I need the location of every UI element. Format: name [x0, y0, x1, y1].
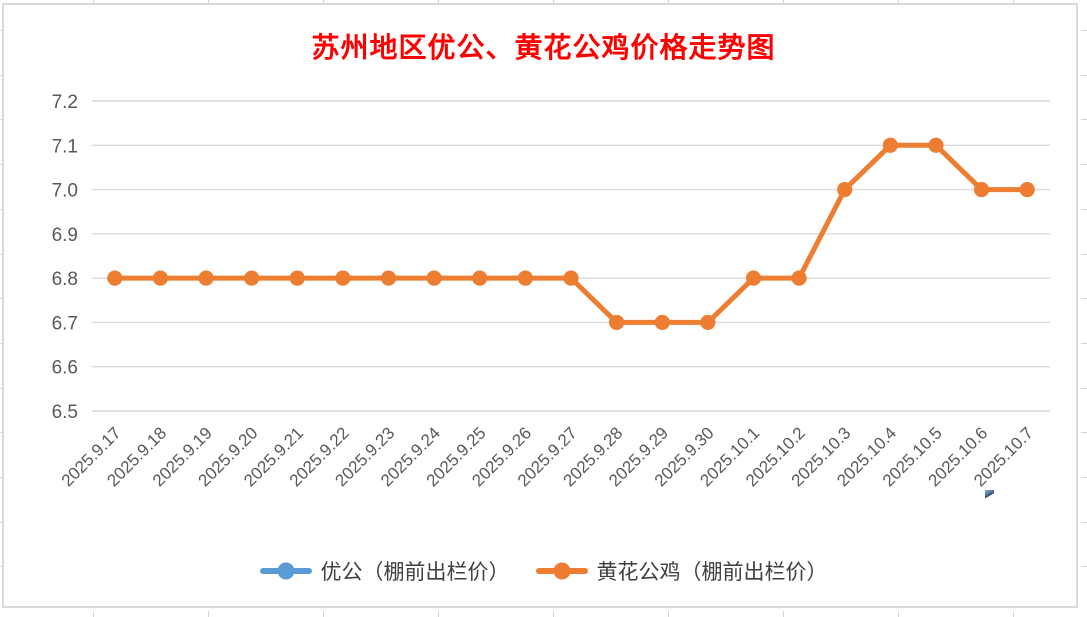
sheet-gridline-stub	[1081, 30, 1087, 31]
data-point-marker	[654, 314, 670, 331]
data-point-marker	[244, 270, 260, 286]
sheet-gridline-stub	[0, 208, 2, 210]
sheet-gridline-stub	[0, 387, 2, 389]
data-point-marker	[973, 181, 990, 198]
data-point-marker	[791, 270, 807, 286]
y-tick-label: 7.2	[52, 92, 78, 113]
sheet-gridline-stub	[1081, 432, 1087, 434]
sheet-gridline-stub	[0, 119, 2, 121]
sheet-gridline-stub	[553, 0, 554, 3]
sheet-gridline-stub	[438, 0, 439, 3]
data-point-marker	[563, 270, 579, 286]
sheet-gridline-stub	[1081, 164, 1087, 166]
sheet-gridline-stub	[208, 611, 209, 617]
sheet-gridline-stub	[1081, 566, 1087, 568]
sheet-gridline-stub	[1081, 74, 1087, 76]
y-tick-label: 6.8	[52, 269, 78, 290]
sheet-gridline-stub	[668, 611, 669, 617]
sheet-gridline-stub	[1081, 477, 1087, 478]
chart-frame[interactable]	[2, 3, 1078, 608]
data-point-marker	[1019, 181, 1035, 198]
y-tick-label: 7.0	[52, 181, 78, 202]
sheet-gridline-stub	[0, 30, 2, 31]
sheet-gridline-stub	[0, 566, 2, 568]
data-point-marker	[289, 270, 305, 286]
data-point-marker	[198, 270, 214, 286]
data-point-marker	[700, 314, 716, 331]
sheet-gridline-stub	[1081, 119, 1087, 121]
sheet-gridline-stub	[208, 0, 209, 3]
chart-title: 苏州地区优公、黄花公鸡价格走势图	[311, 33, 776, 64]
sheet-gridline-stub	[0, 74, 2, 76]
legend-item-yougong[interactable]: 优公（棚前出栏价）	[259, 556, 510, 586]
sheet-gridline-stub	[1081, 298, 1087, 300]
data-point-marker	[745, 270, 762, 286]
sheet-gridline-stub	[0, 342, 2, 344]
sheet-gridline-stub	[0, 432, 2, 434]
sheet-gridline-stub	[553, 611, 554, 617]
y-tick-label: 6.5	[52, 402, 78, 423]
data-point-marker	[472, 270, 488, 286]
legend-dot-icon	[277, 562, 294, 580]
sheet-gridline-stub	[1081, 521, 1087, 523]
data-point-marker	[928, 137, 944, 153]
y-tick-label: 6.6	[52, 358, 78, 379]
sheet-gridline-stub	[898, 0, 899, 3]
legend-label: 黄花公鸡（棚前出栏价）	[596, 560, 828, 584]
sheet-gridline-stub	[1081, 342, 1087, 344]
sheet-gridline-stub	[668, 0, 669, 3]
data-point-marker	[609, 314, 625, 331]
data-point-marker	[107, 270, 123, 286]
legend-line-marker-icon	[535, 562, 588, 580]
chart-legend: 优公（棚前出栏价） 黄花公鸡（棚前出栏价）	[0, 551, 1087, 591]
y-tick-label: 6.9	[52, 225, 78, 246]
data-point-marker	[380, 270, 397, 286]
sheet-gridline-stub	[1013, 0, 1014, 3]
sheet-gridline-stub	[438, 611, 439, 617]
data-point-marker	[152, 270, 169, 286]
sheet-gridline-stub	[898, 611, 899, 617]
sheet-gridline-stub	[0, 477, 2, 478]
sheet-gridline-stub	[0, 298, 2, 300]
data-point-marker	[882, 137, 898, 153]
legend-label: 优公（棚前出栏价）	[320, 560, 510, 584]
data-point-marker	[426, 270, 442, 286]
y-tick-label: 7.1	[52, 136, 78, 157]
sheet-gridline-stub	[1013, 611, 1014, 617]
sheet-gridline-stub	[1081, 253, 1087, 255]
data-point-marker	[517, 270, 533, 286]
sheet-gridline-stub	[1081, 387, 1087, 389]
sheet-gridline-stub	[323, 611, 324, 617]
data-point-marker	[837, 181, 853, 198]
data-point-marker	[335, 270, 351, 286]
legend-line-marker-icon	[259, 562, 312, 580]
legend-item-huanghua[interactable]: 黄花公鸡（棚前出栏价）	[535, 556, 828, 586]
sheet-gridline-stub	[93, 611, 94, 617]
sheet-gridline-stub	[0, 253, 2, 255]
sheet-gridline-stub	[93, 0, 94, 3]
sheet-gridline-stub	[783, 0, 784, 3]
sheet-gridline-stub	[323, 0, 324, 3]
sheet-gridline-stub	[0, 521, 2, 523]
sheet-gridline-stub	[783, 611, 784, 617]
y-tick-label: 6.7	[52, 313, 78, 334]
sheet-gridline-stub	[1081, 208, 1087, 210]
sheet-gridline-stub	[0, 164, 2, 166]
legend-dot-icon	[553, 562, 570, 580]
stray-pixel-artifact	[985, 490, 994, 500]
